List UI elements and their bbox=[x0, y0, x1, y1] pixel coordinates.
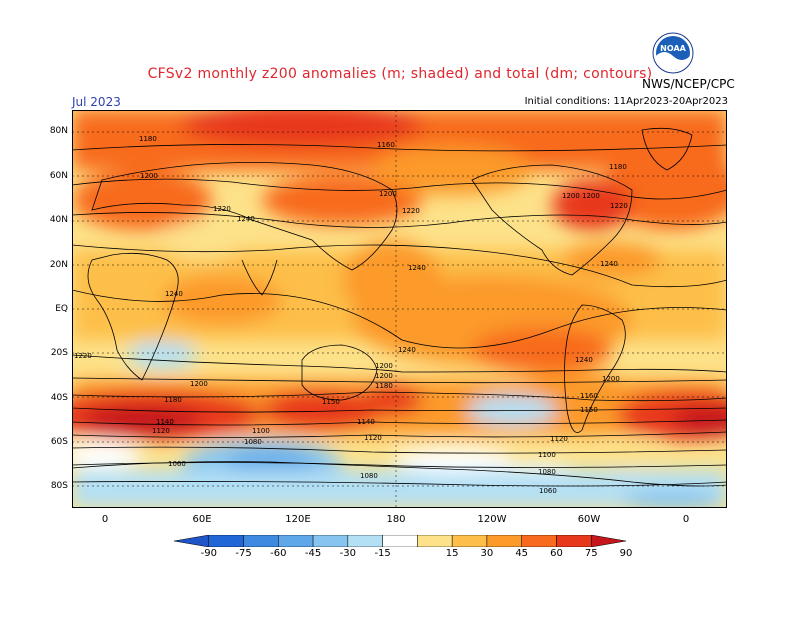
colorbar-label: 30 bbox=[480, 548, 494, 559]
contour-label: 1180 bbox=[375, 382, 393, 390]
colorbar-swatch bbox=[382, 535, 418, 547]
map-border bbox=[72, 110, 727, 508]
contour-label: 1100 bbox=[538, 451, 556, 459]
contour-label: 1160 bbox=[377, 141, 395, 149]
contour-label: 1220 bbox=[402, 207, 420, 215]
contour-label: 1080 bbox=[244, 438, 262, 446]
contour-label: 1240 bbox=[237, 215, 255, 223]
colorbar-swatches bbox=[174, 535, 626, 547]
contour-label: 1240 bbox=[408, 264, 426, 272]
contour-label: 1200 bbox=[562, 192, 580, 200]
colorbar-swatch bbox=[208, 535, 244, 547]
contour-label: 1180 bbox=[164, 396, 182, 404]
colorbar-label: -90 bbox=[200, 548, 217, 559]
forecast-month: Jul 2023 bbox=[72, 95, 121, 109]
colorbar-label: -30 bbox=[339, 548, 357, 559]
contour-label: 1200 bbox=[190, 380, 208, 388]
contour-label: 1150 bbox=[580, 406, 598, 414]
contour-label: 1200 bbox=[375, 362, 393, 370]
lat-label: 20N bbox=[49, 260, 68, 270]
contour-label: 1120 bbox=[364, 434, 382, 442]
contour-label: 1150 bbox=[322, 398, 340, 406]
contour-label: 1200 bbox=[375, 372, 393, 380]
contour-label: 1060 bbox=[539, 487, 557, 495]
lat-label: 40N bbox=[49, 215, 68, 225]
contour-labels: 1180 1160 1200 1200 1180 1220 1240 1200 … bbox=[74, 135, 628, 495]
lat-label: 60N bbox=[49, 171, 68, 181]
contour-label: 1200 bbox=[379, 190, 397, 198]
contour-label: 1120 bbox=[550, 435, 568, 443]
colorbar-label: -60 bbox=[270, 548, 287, 559]
contour-label: 1200 bbox=[140, 172, 158, 180]
lon-label: 120E bbox=[285, 514, 311, 525]
contour-label: 1200 bbox=[602, 375, 620, 383]
lon-label: 60W bbox=[577, 514, 601, 525]
colorbar-swatch bbox=[347, 535, 383, 547]
colorbar-swatch bbox=[451, 535, 488, 547]
contour-label: 1180 bbox=[609, 163, 627, 171]
contour-label: 1120 bbox=[152, 427, 170, 435]
noaa-logo: NOAA bbox=[652, 32, 694, 74]
contour-label: 1220 bbox=[213, 205, 231, 213]
colorbar-swatch bbox=[486, 535, 522, 547]
contour-label: 1240 bbox=[398, 346, 416, 354]
contour-label: 1220 bbox=[610, 202, 628, 210]
colorbar-label: 60 bbox=[550, 548, 563, 559]
colorbar-swatch bbox=[417, 535, 453, 547]
lat-label: 80N bbox=[49, 126, 68, 136]
anomaly-shading bbox=[72, 110, 727, 508]
colorbar-swatch bbox=[521, 535, 557, 547]
colorbar-min-arrow bbox=[174, 535, 210, 547]
lon-label: 60E bbox=[192, 514, 212, 525]
contour-label: 1100 bbox=[252, 427, 270, 435]
colorbar-label: -75 bbox=[235, 548, 252, 559]
contour-label: 1140 bbox=[357, 418, 375, 426]
contour-label: 1240 bbox=[575, 356, 593, 364]
coastlines bbox=[72, 127, 727, 487]
colorbar-label: -45 bbox=[304, 548, 322, 559]
contour-label: 1080 bbox=[538, 468, 556, 476]
colorbar-label: 75 bbox=[584, 548, 598, 559]
lon-label: 180 bbox=[386, 514, 406, 525]
initial-conditions: Initial conditions: 11Apr2023-20Apr2023 bbox=[524, 96, 728, 107]
agency-label: NWS/NCEP/CPC bbox=[642, 77, 735, 91]
contour-label: 1240 bbox=[165, 290, 183, 298]
lat-label: 40S bbox=[50, 393, 68, 403]
colorbar bbox=[174, 535, 626, 547]
anomaly-map: 1180 1160 1200 1200 1180 1220 1240 1200 … bbox=[72, 110, 727, 508]
colorbar-swatch bbox=[243, 535, 279, 547]
lon-label: 0 bbox=[101, 514, 109, 525]
chart-title: CFSv2 monthly z200 anomalies (m; shaded)… bbox=[147, 66, 653, 82]
contour-label: 1220 bbox=[74, 352, 92, 360]
colorbar-label: -15 bbox=[374, 548, 391, 559]
colorbar-swatch bbox=[312, 535, 349, 547]
lat-label: 60S bbox=[50, 437, 68, 447]
contour-label: 1080 bbox=[360, 472, 378, 480]
height-contours bbox=[72, 144, 727, 487]
contour-label: 1140 bbox=[156, 418, 174, 426]
colorbar-label: 15 bbox=[445, 548, 459, 559]
colorbar-max-arrow bbox=[590, 535, 626, 547]
colorbar-label: 45 bbox=[515, 548, 529, 559]
lat-label: EQ bbox=[55, 304, 68, 314]
contour-label: 1240 bbox=[600, 260, 618, 268]
contour-label: 1200 bbox=[582, 192, 600, 200]
contour-label: 1160 bbox=[580, 392, 598, 400]
lat-label: 80S bbox=[50, 481, 68, 491]
colorbar-label: 90 bbox=[619, 548, 633, 559]
colorbar-swatch bbox=[556, 535, 592, 547]
lat-label: 20S bbox=[50, 348, 68, 358]
logo-text: NOAA bbox=[660, 44, 686, 53]
lon-label: 120W bbox=[477, 514, 507, 525]
contour-label: 1060 bbox=[168, 460, 186, 468]
lon-label: 0 bbox=[682, 514, 690, 525]
contour-label: 1180 bbox=[139, 135, 157, 143]
colorbar-swatch bbox=[278, 535, 314, 547]
